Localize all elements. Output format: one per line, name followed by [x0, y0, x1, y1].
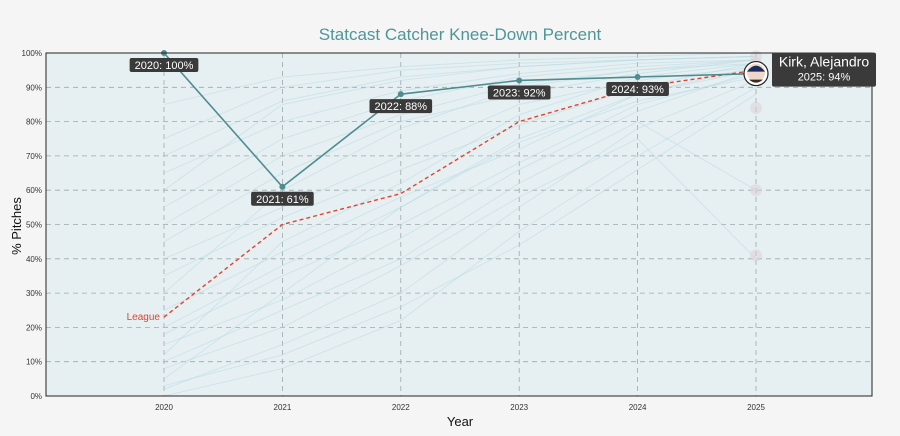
background-catcher-line	[163, 69, 757, 346]
background-catcher-line	[163, 66, 757, 260]
player-point	[397, 91, 404, 98]
background-catcher-line	[163, 76, 757, 328]
player-point	[634, 74, 641, 81]
background-catcher-line	[163, 59, 757, 174]
x-tick-label: 2022	[392, 403, 410, 412]
chart-title: Statcast Catcher Knee-Down Percent	[319, 25, 602, 44]
y-tick-label: 70%	[26, 152, 42, 161]
data-callout-background	[487, 85, 551, 100]
y-tick-label: 80%	[26, 118, 42, 127]
data-callout: 2024: 93%	[606, 82, 669, 97]
data-callout-text: 2024: 93%	[611, 84, 664, 96]
data-callout: 2021: 61%	[251, 191, 314, 206]
y-tick-label: 100%	[22, 49, 42, 58]
y-tick-label: 0%	[30, 392, 42, 401]
background-catcher-line	[163, 62, 757, 225]
background-catcher-line	[163, 138, 757, 370]
x-tick-label: 2025	[747, 403, 765, 412]
data-callout: 2022: 88%	[369, 99, 433, 114]
y-tick-label: 90%	[26, 83, 42, 92]
plot-area	[45, 50, 873, 397]
background-catcher-line	[163, 59, 757, 243]
x-tick-label: 2024	[629, 403, 647, 412]
background-catcher-line	[163, 121, 757, 363]
plot-frame	[45, 52, 873, 397]
y-tick-label: 50%	[26, 221, 42, 230]
x-axis-title: Year	[447, 414, 474, 429]
player-avatar	[743, 60, 769, 87]
data-callout: 2023: 92%	[487, 85, 551, 100]
faded-player-avatar	[750, 249, 762, 262]
data-callout-background	[129, 58, 199, 72]
x-tick-label: 2021	[274, 403, 292, 412]
background-catcher-line	[163, 79, 757, 390]
background-catcher-line	[163, 62, 757, 356]
avatar-beard	[749, 79, 763, 83]
background-catcher-line	[163, 59, 757, 208]
player-info-box: Kirk, Alejandro 2025: 94%	[772, 52, 876, 87]
data-callout-background	[251, 191, 314, 206]
player-line	[163, 52, 757, 188]
y-tick-label: 60%	[26, 186, 42, 195]
y-tick-label: 30%	[26, 289, 42, 298]
data-callout-background	[369, 99, 433, 114]
data-callout-text: 2022: 88%	[374, 101, 427, 113]
y-tick-label: 20%	[26, 323, 42, 332]
y-tick-label: 10%	[26, 358, 42, 367]
league-label: League	[127, 312, 161, 323]
x-tick-label: 2020	[155, 403, 173, 412]
data-callout-text: 2020: 100%	[135, 60, 194, 72]
x-tick-label: 2023	[510, 403, 528, 412]
faded-player-avatar	[750, 101, 762, 114]
player-name: Kirk, Alejandro	[779, 54, 869, 70]
y-tick-label: 40%	[26, 255, 42, 264]
data-callout-background	[606, 82, 669, 97]
background-catcher-line	[163, 55, 757, 157]
player-detail: 2025: 94%	[798, 72, 851, 84]
data-callout-text: 2023: 92%	[493, 87, 546, 99]
player-info-background	[772, 52, 876, 87]
avatar-cap	[747, 65, 765, 72]
background-catcher-line	[163, 52, 757, 105]
data-callout-text: 2021: 61%	[256, 194, 309, 206]
data-callout: 2020: 100%	[129, 58, 199, 72]
y-axis-title: % Pitches	[9, 197, 24, 255]
background-catcher-line	[163, 73, 757, 335]
player-point	[516, 77, 523, 84]
faded-player-avatar	[750, 184, 762, 197]
background-catcher-line	[163, 93, 757, 387]
player-point	[279, 183, 286, 190]
